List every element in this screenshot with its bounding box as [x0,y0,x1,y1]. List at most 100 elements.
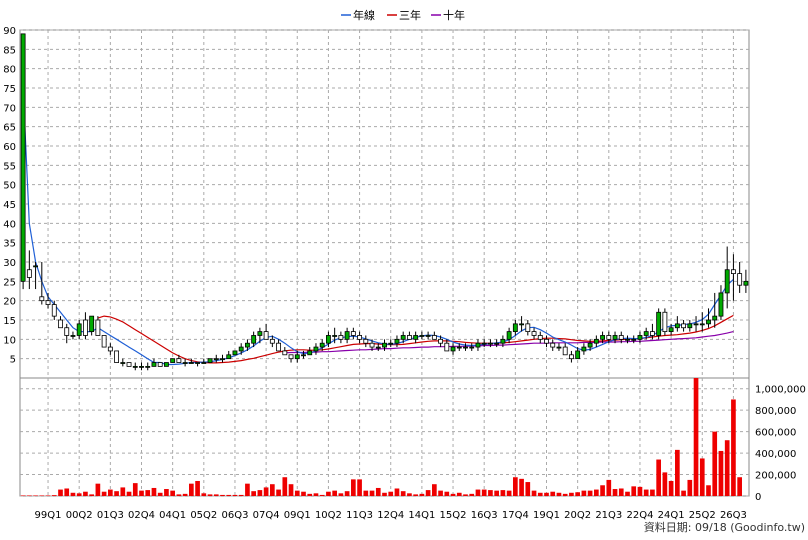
volume-bar [432,484,437,496]
x-tick-label: 24Q1 [658,510,685,521]
volume-bar [600,485,605,496]
x-tick-label: 06Q3 [221,510,248,521]
x-tick-label: 15Q2 [440,510,467,521]
price-tick-label: 60 [3,142,16,153]
candle-body [712,315,718,321]
candle-body [82,319,88,336]
volume-bar [126,491,132,496]
x-axis: 99Q1 00Q2 01Q3 02Q4 04Q1 05Q2 06Q3 07Q4 09Q1 10Q2… [35,510,747,521]
candle-body [276,342,282,352]
candle-body [188,362,194,364]
candle-body [419,335,425,337]
candle-body [213,358,219,361]
candle-body [631,338,637,341]
candle-body [681,323,687,329]
candle-body [618,335,624,340]
volume-bar [344,491,350,496]
volume-bar [724,440,730,496]
volume-tick-label: 400,000 [755,449,796,460]
candle-body [431,335,437,340]
volume-bar [556,492,562,496]
candle-body [656,311,662,336]
price-tick-label: 40 [3,219,16,230]
volume-bar [201,493,207,496]
x-tick-label: 07Q4 [253,510,280,521]
ten-year-line-path [284,331,734,354]
volume-bars [20,378,742,496]
candle-body [487,342,493,345]
candle-body [163,362,169,367]
price-tick-label: 20 [3,297,16,308]
volume-bar [612,489,618,496]
price-tick-label: 30 [3,258,16,269]
volume-bar [525,482,531,496]
candle-body [531,331,537,336]
volume-bar [618,488,624,496]
volume-y-axis: 0 200,000 400,000 600,000 800,000 1,000,000 [755,385,806,503]
candle-body [332,335,338,337]
volume-bar [20,495,26,496]
candle-body [244,342,250,348]
candle-body [182,362,188,364]
candle-body [463,346,468,349]
volume-bar [195,480,200,496]
volume-bar [257,490,263,496]
volume-bar [425,490,431,496]
volume-bar [494,490,499,496]
candle-body [544,338,549,344]
volume-bar [270,484,275,496]
volume-bar [506,490,512,496]
candle-body [550,342,556,348]
candle-body [363,338,369,344]
volume-bar [712,431,718,496]
candle-body [338,335,344,340]
candle-body [674,323,680,329]
price-tick-label: 75 [3,84,16,95]
legend-label-3yr: 三年 [399,8,421,22]
volume-bar [27,495,32,496]
candle-body [649,331,655,336]
candle-body [319,342,325,348]
volume-bar [245,483,250,496]
candle-body [76,323,82,336]
candle-body [375,346,381,349]
x-tick-label: 17Q4 [502,510,529,521]
volume-bar [58,489,63,496]
volume-bar [319,494,325,496]
volume-bar [51,495,57,496]
candle-body [207,358,213,363]
volume-bar [731,399,736,496]
candle-body [469,346,475,349]
volume-bar [625,491,630,496]
volume-bar [170,490,175,496]
candle-body [257,331,263,336]
price-tick-label: 85 [3,45,16,56]
candle-body [313,346,319,352]
candlesticks [20,33,749,371]
volume-bar [544,492,549,496]
candle-body [450,346,456,352]
volume-plot-area [19,377,750,497]
candle-body [151,362,157,367]
candle-body [612,335,618,340]
volume-bar [288,484,294,496]
candle-body [58,319,63,329]
candle-body [743,280,749,286]
volume-bar [631,486,637,496]
candle-body [537,335,543,340]
candle-body [263,331,269,340]
volume-bar [164,489,169,496]
volume-bar [307,493,313,496]
price-tick-label: 35 [3,239,16,250]
candle-body [95,319,101,336]
price-tick-label: 45 [3,200,16,211]
candle-body [369,342,375,348]
candle-body [724,269,730,294]
price-tick-label: 65 [3,123,16,134]
volume-bar [251,491,256,496]
candle-body [51,304,57,317]
candle-body [107,346,113,352]
volume-bar [151,487,157,496]
volume-bar [382,492,387,496]
